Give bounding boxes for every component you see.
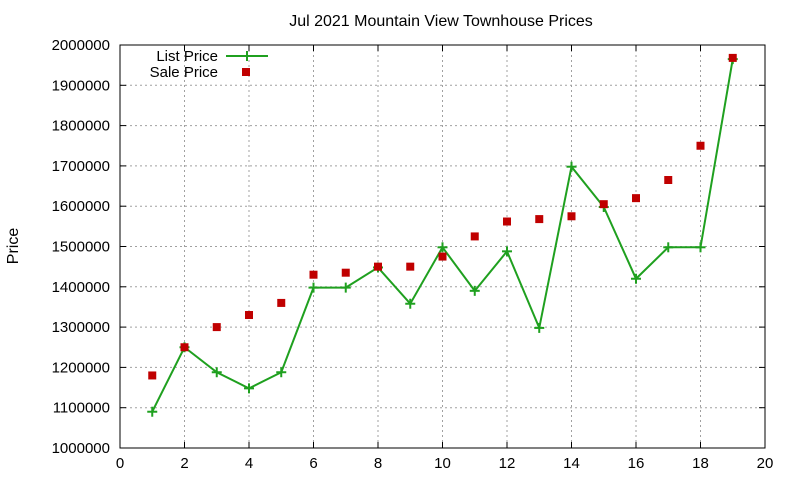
data-point [695,242,706,253]
x-tick-label: 10 [434,455,451,472]
y-tick-label: 1100000 [53,400,110,417]
data-point [567,212,576,221]
legend-label: Sale Price [150,64,218,81]
axis-ticks: 0 2 4 6 8 10 12 14 16 18 20 1000000 1100000 1200000 13… [52,37,774,472]
data-point [374,262,382,271]
data-point [631,273,641,284]
data-point [503,217,511,226]
y-tick-label: 1600000 [52,198,110,215]
data-point [148,371,157,380]
x-tick-label: 6 [309,455,317,472]
data-point [534,322,545,333]
y-tick-label: 1900000 [52,77,110,94]
y-tick-label: 1500000 [52,239,110,256]
data-point [309,270,318,279]
data-point [566,161,577,172]
y-tick-label: 1400000 [52,279,110,296]
data-point [663,242,674,253]
y-tick-label: 1700000 [52,158,110,175]
legend-marker [242,68,250,76]
data-point [212,323,221,332]
data-point [696,141,705,150]
y-tick-label: 1300000 [52,319,110,336]
x-tick-label: 0 [116,455,124,472]
data-point [632,194,640,203]
y-tick-label: 1000000 [52,440,110,457]
data-point [406,262,415,271]
y-tick-label: 1800000 [52,118,110,135]
data-point [599,200,608,209]
data-point [469,285,480,296]
data-point [277,298,286,307]
data-point [437,242,448,253]
plot-border [119,44,766,449]
data-point [728,53,737,62]
x-tick-label: 4 [245,455,253,472]
legend-marker [242,51,252,61]
y-axis-label: Price [5,228,22,265]
data-point [438,252,447,261]
x-tick-label: 14 [563,455,580,472]
data-point [147,406,158,417]
data-point [244,383,254,394]
data-point [180,343,189,352]
data-point [664,176,673,185]
data-point [502,246,512,257]
x-tick-label: 2 [180,455,188,472]
y-tick-label: 2000000 [52,37,110,54]
x-tick-label: 16 [628,455,645,472]
data-point [340,282,351,293]
chart-title: Jul 2021 Mountain View Townhouse Prices [289,13,593,30]
data-point [276,367,287,378]
y-tick-label: 1200000 [52,359,110,376]
x-tick-label: 12 [499,455,516,472]
x-tick-label: 20 [757,455,774,472]
x-tick-label: 8 [374,455,382,472]
plot-series [147,53,738,417]
data-point [308,282,319,293]
data-point [211,367,222,378]
data-point [341,268,350,277]
legend-label: List Price [156,48,218,65]
x-tick-label: 18 [692,455,709,472]
data-point [470,232,479,241]
data-point [535,215,544,224]
data-point [245,311,253,320]
series-sale-price [148,53,737,380]
data-point [405,298,416,309]
